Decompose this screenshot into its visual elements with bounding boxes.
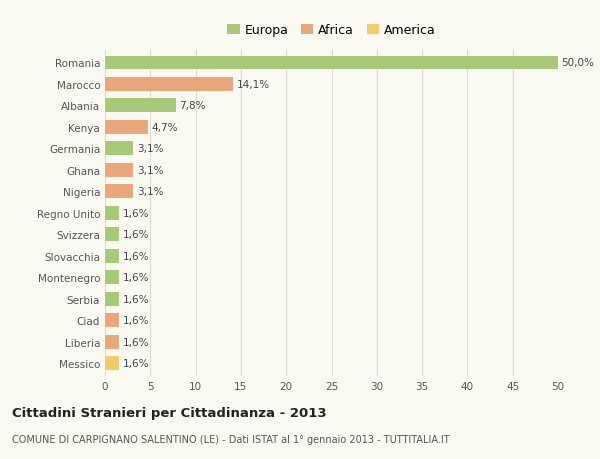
Bar bbox=[105, 163, 133, 178]
Text: 3,1%: 3,1% bbox=[137, 166, 163, 175]
Bar bbox=[105, 185, 133, 199]
Text: 50,0%: 50,0% bbox=[562, 58, 595, 68]
Text: 14,1%: 14,1% bbox=[236, 80, 269, 90]
Bar bbox=[105, 335, 119, 349]
Bar bbox=[105, 99, 176, 113]
Text: 1,6%: 1,6% bbox=[123, 358, 149, 369]
Text: 1,6%: 1,6% bbox=[123, 273, 149, 283]
Bar bbox=[105, 313, 119, 328]
Bar bbox=[105, 228, 119, 242]
Bar bbox=[105, 121, 148, 134]
Text: 1,6%: 1,6% bbox=[123, 294, 149, 304]
Text: COMUNE DI CARPIGNANO SALENTINO (LE) - Dati ISTAT al 1° gennaio 2013 - TUTTITALIA: COMUNE DI CARPIGNANO SALENTINO (LE) - Da… bbox=[12, 434, 449, 444]
Text: 4,7%: 4,7% bbox=[151, 123, 178, 133]
Text: 1,6%: 1,6% bbox=[123, 208, 149, 218]
Bar bbox=[105, 249, 119, 263]
Text: Cittadini Stranieri per Cittadinanza - 2013: Cittadini Stranieri per Cittadinanza - 2… bbox=[12, 406, 326, 419]
Bar bbox=[105, 207, 119, 220]
Text: 3,1%: 3,1% bbox=[137, 187, 163, 197]
Bar bbox=[105, 357, 119, 370]
Bar bbox=[105, 56, 558, 70]
Bar bbox=[105, 292, 119, 306]
Text: 7,8%: 7,8% bbox=[179, 101, 206, 111]
Text: 1,6%: 1,6% bbox=[123, 337, 149, 347]
Text: 3,1%: 3,1% bbox=[137, 144, 163, 154]
Bar bbox=[105, 271, 119, 285]
Bar bbox=[105, 142, 133, 156]
Text: 1,6%: 1,6% bbox=[123, 252, 149, 261]
Bar bbox=[105, 78, 233, 92]
Text: 1,6%: 1,6% bbox=[123, 230, 149, 240]
Legend: Europa, Africa, America: Europa, Africa, America bbox=[222, 19, 441, 42]
Text: 1,6%: 1,6% bbox=[123, 316, 149, 325]
